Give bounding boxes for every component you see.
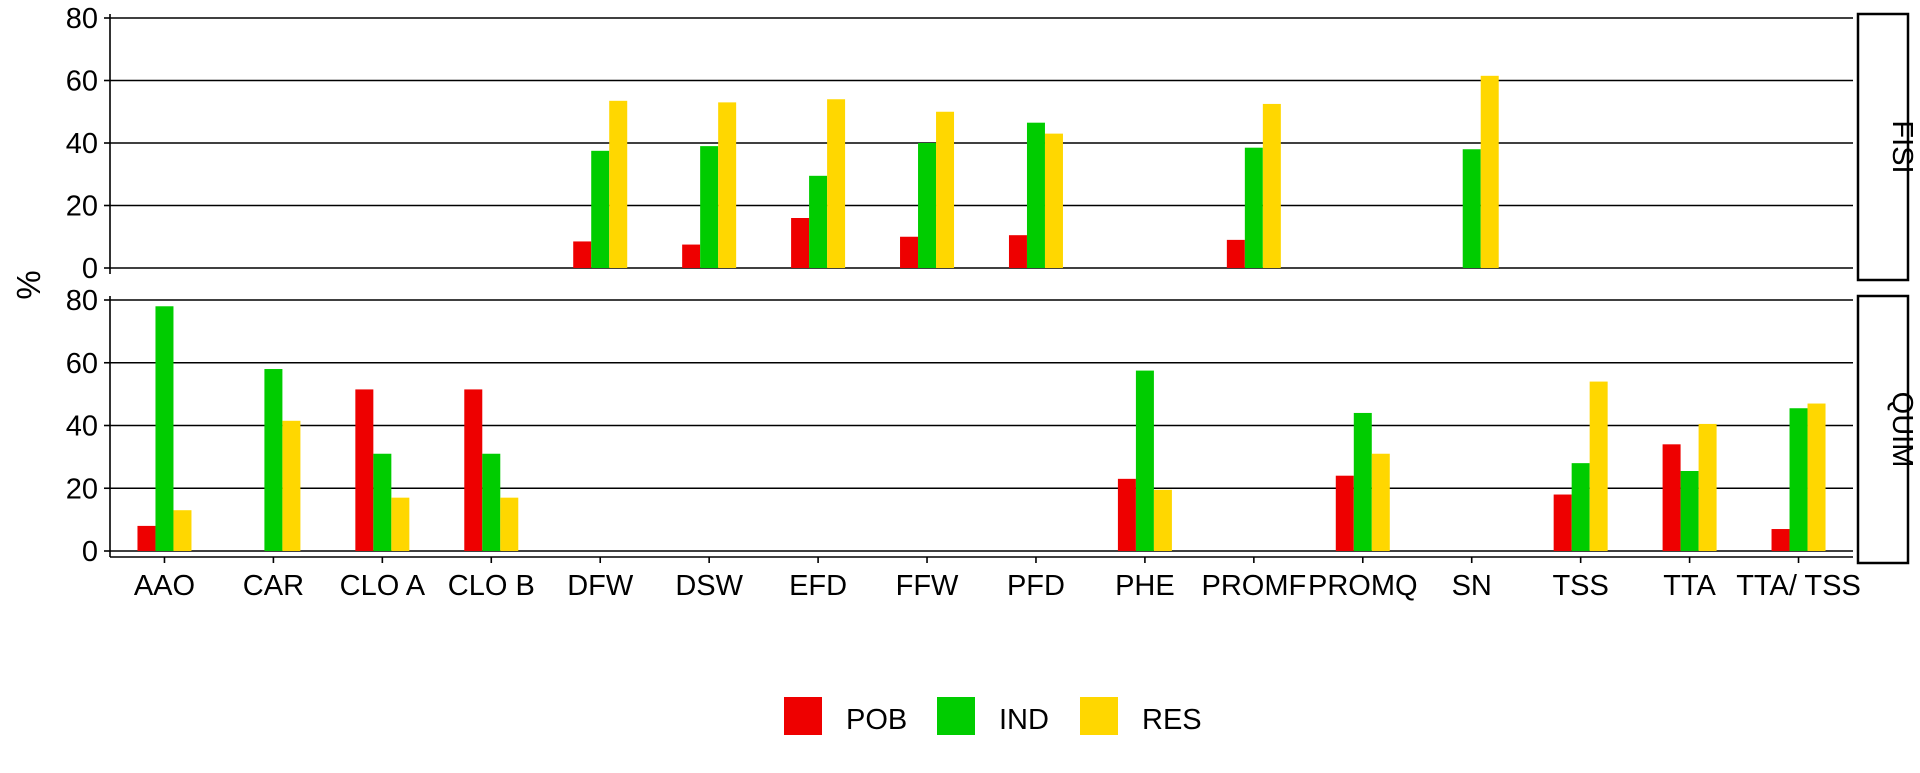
x-tick-label: TTA xyxy=(1663,570,1716,602)
x-tick-label: SN xyxy=(1452,570,1492,602)
y-tick-label: 0 xyxy=(82,536,98,568)
bar-pob xyxy=(1117,478,1136,551)
y-tick-label: 40 xyxy=(66,411,98,443)
x-tick-label: PROMQ xyxy=(1308,570,1418,602)
bar-res xyxy=(1698,423,1717,551)
bar-res xyxy=(1371,453,1390,551)
x-tick-label: TTA/ TSS xyxy=(1736,570,1861,602)
bar-res xyxy=(1153,489,1172,551)
y-tick-label: 60 xyxy=(66,348,98,380)
bar-ind xyxy=(373,453,392,551)
y-tick-label: 80 xyxy=(66,285,98,317)
bar-pob xyxy=(464,389,483,551)
x-tick-label: DSW xyxy=(675,570,743,602)
legend-label-res: RES xyxy=(1142,704,1202,736)
x-tick-label: CLO B xyxy=(448,570,535,602)
bar-pob xyxy=(900,236,919,268)
bar-ind xyxy=(155,306,174,551)
bar-ind xyxy=(591,150,610,268)
x-tick-label: DFW xyxy=(567,570,634,602)
y-tick-label: 20 xyxy=(66,473,98,505)
bar-pob xyxy=(573,241,592,268)
bar-res xyxy=(827,99,846,268)
y-axis-title: % xyxy=(10,270,47,299)
bar-pob xyxy=(1226,239,1245,268)
bar-ind xyxy=(264,369,283,551)
bar-pob xyxy=(791,218,810,268)
bar-pob xyxy=(1553,494,1572,551)
x-tick-label: EFD xyxy=(789,570,847,602)
bar-ind xyxy=(918,143,937,268)
bar-res xyxy=(1807,403,1826,551)
x-tick-label: CLO A xyxy=(340,570,426,602)
bar-ind xyxy=(482,453,501,551)
bar-res xyxy=(609,100,628,268)
bar-res xyxy=(1589,381,1608,551)
bar-ind xyxy=(1571,463,1590,551)
x-tick-label: AAO xyxy=(134,570,195,602)
bar-res xyxy=(1480,75,1499,268)
x-tick-label: CAR xyxy=(243,570,304,602)
bar-res xyxy=(173,510,192,551)
bar-res xyxy=(718,102,737,268)
facet-strip-label: QUIM xyxy=(1886,392,1918,468)
bar-pob xyxy=(1008,235,1027,268)
bar-res xyxy=(391,497,410,551)
bar-ind xyxy=(1244,147,1263,268)
bar-ind xyxy=(1789,408,1808,551)
y-tick-label: 80 xyxy=(66,3,98,35)
legend-swatch-pob xyxy=(784,697,822,735)
x-tick-label: FFW xyxy=(896,570,959,602)
bar-pob xyxy=(1662,444,1681,551)
bar-pob xyxy=(1335,475,1354,551)
legend-label-pob: POB xyxy=(846,704,907,736)
bar-res xyxy=(282,420,301,551)
bar-ind xyxy=(1026,122,1045,268)
facet-strip xyxy=(1856,12,1910,282)
legend-label-ind: IND xyxy=(999,704,1049,736)
bar-res xyxy=(1262,103,1281,268)
x-tick-label: PROMF xyxy=(1201,570,1306,602)
y-tick-label: 20 xyxy=(66,191,98,223)
y-tick-label: 0 xyxy=(82,253,98,285)
facet-strip-label: FISI xyxy=(1886,120,1918,173)
bar-pob xyxy=(137,525,156,551)
bar-pob xyxy=(682,244,701,268)
y-tick-label: 60 xyxy=(66,66,98,98)
bar-ind xyxy=(700,146,719,268)
bar-ind xyxy=(1353,412,1372,551)
x-tick-label: PFD xyxy=(1007,570,1065,602)
bar-res xyxy=(1044,133,1063,268)
bar-pob xyxy=(355,389,374,551)
y-tick-label: 40 xyxy=(66,128,98,160)
bar-ind xyxy=(809,175,828,268)
x-tick-label: TSS xyxy=(1552,570,1608,602)
bar-res xyxy=(936,111,955,268)
x-tick-label: PHE xyxy=(1115,570,1175,602)
bar-pob xyxy=(1771,529,1790,551)
legend-swatch-ind xyxy=(937,697,975,735)
bar-res xyxy=(500,497,519,551)
bar-ind xyxy=(1135,370,1154,551)
bar-ind xyxy=(1680,470,1699,551)
bar-ind xyxy=(1462,149,1481,268)
legend-swatch-res xyxy=(1080,697,1118,735)
facet-strip xyxy=(1856,294,1910,565)
